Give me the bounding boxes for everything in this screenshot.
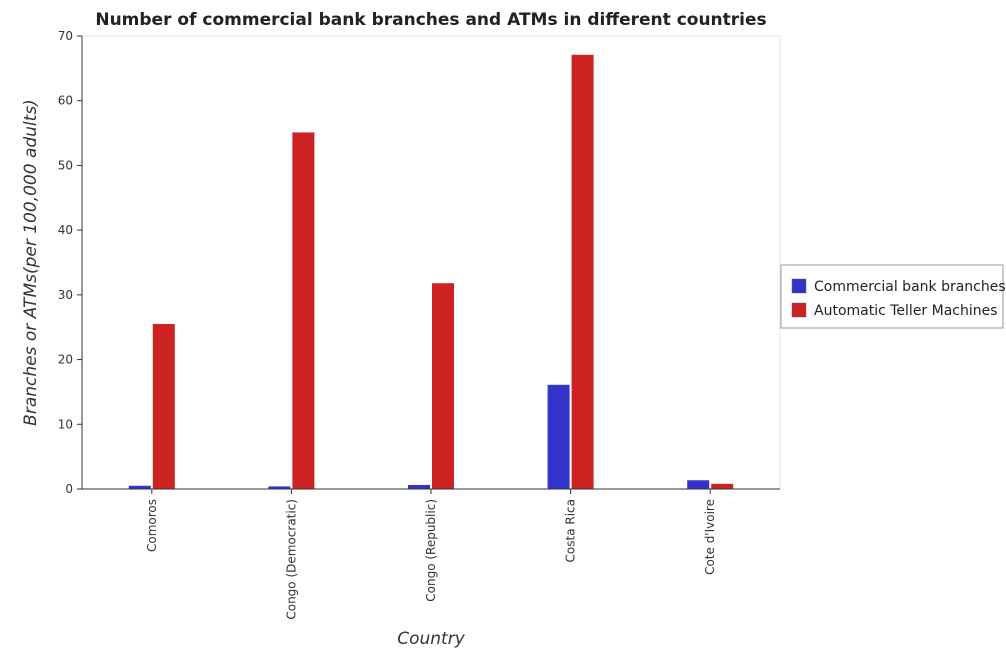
bar-atm [292, 132, 315, 489]
bars-group [128, 54, 734, 489]
legend: Commercial bank branches Automatic Teller… [780, 264, 1006, 329]
bar-atm [571, 54, 594, 489]
bar-branches [547, 384, 570, 489]
x-tick-label: Cote d'Ivoire [703, 499, 717, 575]
bar-atm [152, 323, 175, 489]
y-tick-label: 20 [58, 353, 73, 367]
y-tick-label: 50 [58, 158, 73, 172]
y-tick-label: 60 [58, 94, 73, 108]
x-tick-label: Comoros [145, 499, 159, 552]
legend-label: Automatic Teller Machines [814, 303, 998, 319]
legend-label: Commercial bank branches [814, 279, 1006, 295]
y-axis-title: Branches or ATMs(per 100,000 adults) [21, 99, 41, 426]
y-tick-label: 70 [58, 29, 73, 43]
legend-swatch [791, 302, 807, 318]
x-axis: Comoros Congo (Democratic) Congo (Republic… [82, 488, 780, 620]
bar-branches [408, 484, 430, 489]
x-tick-label: Congo (Democratic) [284, 499, 298, 620]
chart-title: Number of commercial bank branches and A… [95, 10, 766, 30]
bar-branches [687, 480, 710, 489]
x-tick-label: Costa Rica [564, 499, 578, 562]
y-tick-label: 30 [58, 288, 73, 302]
legend-box [780, 264, 1004, 329]
y-axis: 0 10 20 30 40 50 60 70 [58, 29, 83, 496]
bar-atm [711, 483, 734, 489]
bar-branches [128, 485, 151, 489]
x-axis-title: Country [397, 629, 465, 649]
y-tick-label: 10 [58, 417, 73, 431]
y-tick-label: 0 [65, 482, 73, 496]
x-tick-label: Congo (Republic) [424, 499, 438, 602]
bar-atm [432, 283, 454, 489]
legend-swatch [791, 278, 807, 294]
bar-branches [268, 486, 291, 489]
y-tick-label: 40 [58, 223, 73, 237]
plot-area [81, 35, 781, 490]
